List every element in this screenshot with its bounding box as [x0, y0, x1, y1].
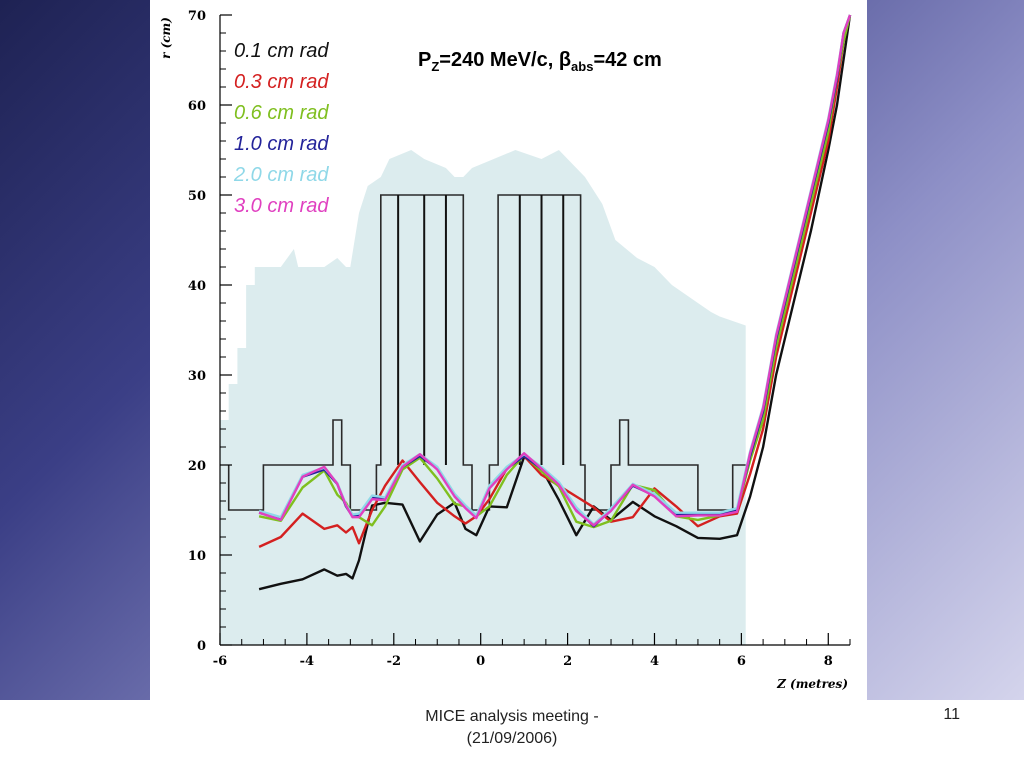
slide-number: 11 — [943, 706, 960, 723]
slide-footer: MICE analysis meeting - (21/09/2006) — [350, 706, 674, 750]
y-tick-label: 70 — [188, 9, 206, 24]
plot-card: 0 10 20 30 40 50 60 70 -6 -4 -2 0 2 4 6 8 r (cm) Z (metr… — [150, 0, 867, 700]
y-tick-label: 10 — [188, 549, 206, 564]
chart: 0 10 20 30 40 50 60 70 -6 -4 -2 0 2 4 6 8 r (cm) Z (metr… — [159, 9, 852, 691]
chart-title-part: =240 MeV/c, — [439, 49, 559, 71]
x-tick-label: 0 — [476, 654, 485, 669]
chart-title-part: P — [418, 49, 431, 71]
y-tick-label: 30 — [188, 369, 206, 384]
footer-line-2: (21/09/2006) — [466, 730, 558, 747]
chart-title-part: β — [559, 49, 571, 71]
magnet-outline — [227, 194, 746, 511]
y-tick-label: 60 — [188, 99, 206, 114]
x-tick-label: 8 — [824, 654, 833, 669]
y-axis-title: r (cm) — [159, 17, 173, 59]
x-tick-label: -6 — [213, 654, 227, 669]
aperture-region — [220, 150, 746, 645]
x-axis-title: Z (metres) — [776, 677, 848, 691]
legend-entry-2: 0.3 cm rad — [234, 71, 329, 93]
x-tick-label: -4 — [300, 654, 314, 669]
y-tick-label: 20 — [188, 459, 206, 474]
legend-entry-1: 0.1 cm rad — [234, 40, 329, 62]
x-tick-label: -2 — [387, 654, 401, 669]
y-tick-label: 50 — [188, 189, 206, 204]
x-tick-label: 2 — [563, 654, 572, 669]
chart-title-part: abs — [571, 59, 593, 74]
y-tick-label: 40 — [188, 279, 206, 294]
y-tick-label: 0 — [197, 639, 206, 654]
x-tick-label: 6 — [737, 654, 746, 669]
series-line-6 — [258, 14, 852, 527]
legend-entry-5: 2.0 cm rad — [233, 164, 329, 186]
legend-entry-6: 3.0 cm rad — [234, 195, 329, 217]
chart-title-part: Z — [431, 59, 439, 74]
series-line-2 — [258, 14, 852, 548]
x-tick-label: 4 — [650, 654, 659, 669]
chart-title: PZ=240 MeV/c, βabs=42 cm — [418, 49, 662, 74]
legend-entry-4: 1.0 cm rad — [234, 133, 329, 155]
chart-title-part: =42 cm — [593, 49, 661, 71]
footer-line-1: MICE analysis meeting - — [425, 708, 599, 725]
legend-entry-3: 0.6 cm rad — [234, 102, 329, 124]
